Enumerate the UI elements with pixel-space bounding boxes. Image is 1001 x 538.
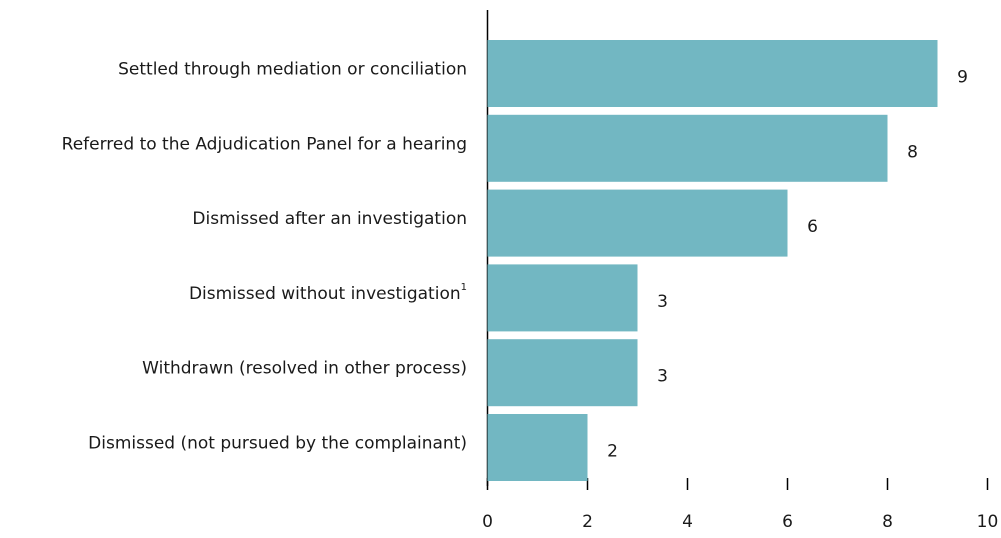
category-text: Settled through mediation or conciliatio…	[118, 60, 467, 80]
value-label: 2	[607, 442, 618, 462]
x-tick-label: 2	[582, 512, 593, 532]
x-tick-label: 6	[782, 512, 793, 532]
bar	[487, 414, 588, 481]
category-label: Withdrawn (resolved in other process)	[142, 359, 467, 379]
value-label: 6	[807, 217, 818, 237]
category-text: Dismissed (not pursued by the complainan…	[88, 434, 467, 454]
category-label: Dismissed (not pursued by the complainan…	[88, 434, 467, 454]
bar	[487, 189, 788, 257]
bar	[487, 40, 938, 107]
bar	[487, 264, 638, 332]
bar	[487, 339, 638, 407]
x-tick-label: 0	[482, 512, 493, 532]
category-label: Referred to the Adjudication Panel for a…	[62, 134, 467, 154]
value-label: 3	[657, 367, 668, 387]
bar	[487, 114, 888, 182]
category-label: Settled through mediation or conciliatio…	[118, 60, 467, 80]
value-label: 3	[657, 292, 668, 312]
footnote-marker: 1	[461, 282, 467, 293]
category-text: Dismissed after an investigation	[192, 209, 467, 229]
x-tick-label: 4	[682, 512, 693, 532]
value-label: 8	[907, 142, 918, 162]
value-label: 9	[957, 68, 968, 88]
x-tick-label: 8	[882, 512, 893, 532]
category-text: Referred to the Adjudication Panel for a…	[62, 134, 467, 154]
x-tick-label: 10	[977, 512, 999, 532]
category-label: Dismissed without investigation1	[189, 282, 467, 304]
category-text: Withdrawn (resolved in other process)	[142, 359, 467, 379]
category-label: Dismissed after an investigation	[192, 209, 467, 229]
category-text: Dismissed without investigation	[189, 284, 461, 304]
